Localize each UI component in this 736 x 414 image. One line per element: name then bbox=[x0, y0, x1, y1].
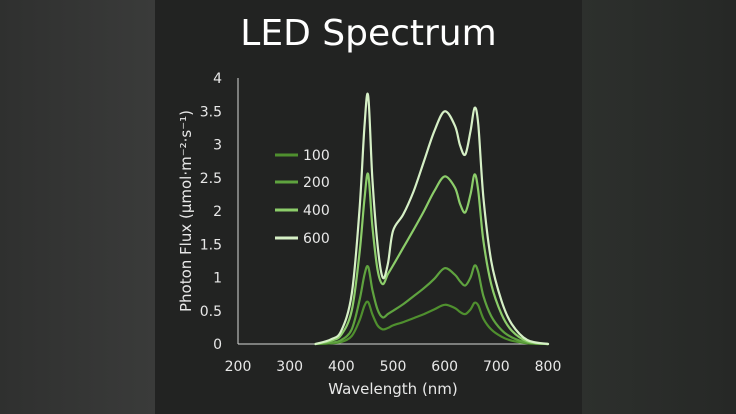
x-tick-label: 200 bbox=[225, 359, 252, 375]
x-tick-labels: 200 300 400 500 600 700 800 bbox=[225, 359, 562, 375]
y-tick-label: 0 bbox=[213, 337, 222, 353]
y-tick-labels: 0 0.5 1 1.5 2 2.5 3 3.5 4 bbox=[200, 71, 222, 353]
y-tick-label: 4 bbox=[213, 71, 222, 87]
legend-label: 100 bbox=[303, 148, 330, 164]
x-axis-label: Wavelength (nm) bbox=[328, 380, 458, 398]
x-tick-label: 600 bbox=[431, 359, 458, 375]
y-tick-label: 3 bbox=[213, 138, 222, 154]
y-tick-label: 3.5 bbox=[200, 104, 222, 120]
y-axis-label: Photon Flux (µmol·m⁻²·s⁻¹) bbox=[177, 110, 195, 312]
y-tick-label: 0.5 bbox=[200, 304, 222, 320]
x-tick-label: 400 bbox=[328, 359, 355, 375]
x-tick-label: 800 bbox=[535, 359, 562, 375]
legend-label: 600 bbox=[303, 231, 330, 247]
legend: 100 200 400 600 bbox=[275, 148, 330, 247]
series-line-100 bbox=[314, 300, 550, 346]
series-line-400 bbox=[314, 172, 550, 346]
y-tick-label: 2.5 bbox=[200, 171, 222, 187]
y-tick-label: 1.5 bbox=[200, 237, 222, 253]
x-tick-label: 300 bbox=[276, 359, 303, 375]
series-line-600 bbox=[314, 92, 550, 346]
x-tick-label: 700 bbox=[483, 359, 510, 375]
series-lines bbox=[314, 92, 550, 346]
y-tick-label: 2 bbox=[213, 204, 222, 220]
y-tick-label: 1 bbox=[213, 271, 222, 287]
series-line-200 bbox=[314, 264, 550, 346]
x-tick-label: 500 bbox=[380, 359, 407, 375]
legend-label: 400 bbox=[303, 203, 330, 219]
chart-title: LED Spectrum bbox=[240, 13, 497, 54]
legend-label: 200 bbox=[303, 175, 330, 191]
